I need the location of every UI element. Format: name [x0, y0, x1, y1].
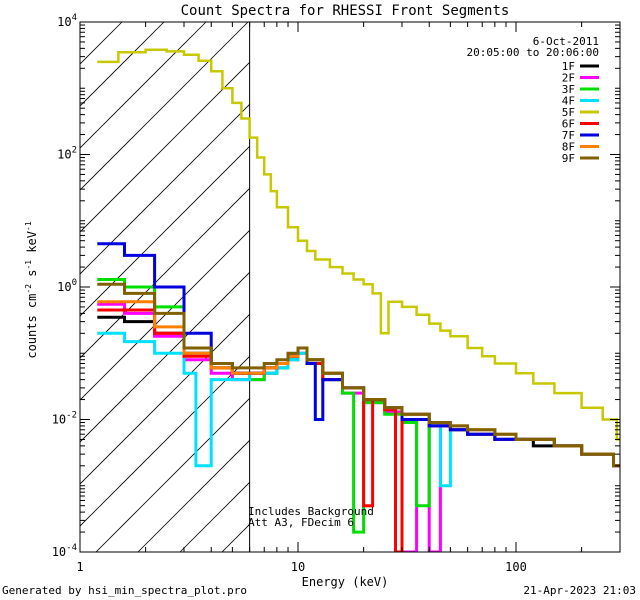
x-axis-ticks: 1 10 100 — [76, 22, 621, 574]
generated-by-footer: Generated by hsi_min_spectra_plot.pro — [2, 584, 247, 597]
date-label: 6-Oct-2011 — [533, 35, 599, 48]
y-tick-label: 104 — [57, 13, 77, 29]
svg-text:counts cm-2 s-1 keV-1: counts cm-2 s-1 keV-1 — [24, 221, 39, 358]
chart-title: Count Spectra for RHESSI Front Segments — [181, 3, 510, 19]
x-tick-label: 1 — [76, 560, 83, 574]
y-axis-label: counts cm-2 s-1 keV-1 — [24, 221, 39, 358]
hatch-line — [80, 22, 207, 149]
hatched-region — [80, 22, 250, 552]
y-label-part: s — [25, 270, 39, 284]
y-tick-label: 100 — [57, 278, 77, 294]
y-axis-ticks: 10-4 10-2 100 102 104 — [52, 13, 620, 559]
timestamp-footer: 21-Apr-2023 21:03 — [523, 584, 636, 597]
hatch-line — [137, 439, 250, 552]
y-label-sup: -2 — [24, 284, 33, 294]
x-axis-label: Energy (keV) — [302, 575, 389, 589]
hatch-line — [80, 355, 250, 527]
legend-label-1f: 1F — [562, 60, 575, 73]
annotation-attenuator: Att A3, FDecim 6 — [248, 516, 354, 529]
legend-label-8f: 8F — [562, 141, 575, 154]
time-range-label: 20:05:00 to 20:06:00 — [467, 46, 599, 59]
x-tick-label: 10 — [291, 560, 305, 574]
legend-label-9f: 9F — [562, 152, 575, 165]
legend-label-5f: 5F — [562, 106, 575, 119]
hatch-line — [95, 397, 250, 552]
y-tick-label: 102 — [57, 146, 77, 162]
y-label-part: counts cm — [25, 294, 39, 359]
legend-label-2f: 2F — [562, 72, 575, 85]
series-layer — [97, 48, 620, 552]
legend-label-3f: 3F — [562, 83, 575, 96]
series-line-5f — [97, 48, 620, 441]
hatch-line — [80, 145, 250, 317]
y-label-sup: -1 — [24, 221, 33, 231]
legend-label-6f: 6F — [562, 118, 575, 131]
hatch-line — [80, 61, 250, 233]
series-line-9f — [97, 282, 620, 468]
hatch-line — [80, 229, 250, 401]
hatch-line — [80, 313, 250, 485]
y-label-part: keV — [25, 231, 39, 260]
hatch-line — [80, 103, 250, 275]
hatch-line — [80, 22, 249, 191]
legend-label-7f: 7F — [562, 129, 575, 142]
y-label-sup: -1 — [24, 260, 33, 270]
x-tick-label: 100 — [505, 560, 527, 574]
y-tick-label: 10-4 — [52, 543, 77, 559]
annotation-background: Includes Background — [248, 505, 374, 518]
legend-label-4f: 4F — [562, 95, 575, 108]
hatch-line — [80, 271, 250, 443]
y-tick-label: 10-2 — [52, 411, 77, 427]
